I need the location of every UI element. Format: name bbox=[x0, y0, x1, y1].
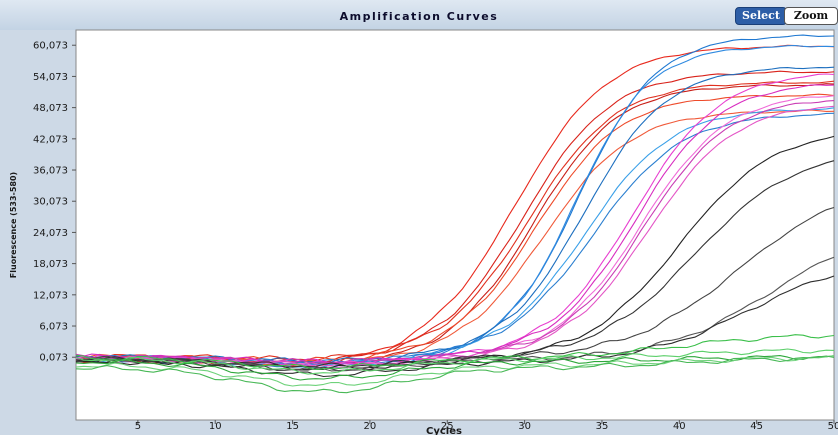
amplification-curve bbox=[75, 334, 835, 371]
y-tick-label: 48,073 bbox=[33, 103, 68, 114]
y-tick-label: 24,073 bbox=[33, 228, 68, 239]
select-button[interactable]: Select bbox=[735, 7, 787, 25]
x-tick-label: 25 bbox=[441, 421, 454, 432]
y-axis-label: Fluorescence (533-580) bbox=[9, 172, 18, 278]
y-tick-label: 0,073 bbox=[39, 353, 68, 364]
amplification-curve bbox=[75, 355, 835, 394]
amplification-curve bbox=[75, 100, 835, 364]
chart-title: Amplification Curves bbox=[339, 10, 499, 23]
x-tick-label: 45 bbox=[750, 421, 763, 432]
x-tick-label: 35 bbox=[596, 421, 609, 432]
x-axis-ticks: 5 10 15 20 25 30 35 40 45 50 bbox=[135, 420, 838, 432]
x-axis-label: Cycles bbox=[426, 426, 462, 435]
amplification-curve bbox=[75, 70, 835, 364]
series-lines bbox=[75, 34, 835, 394]
amplification-curve bbox=[75, 355, 835, 387]
y-tick-label: 30,073 bbox=[33, 197, 68, 208]
chart-title-bar: Amplification Curves Select Zoom bbox=[0, 0, 838, 30]
x-tick-label: 20 bbox=[364, 421, 377, 432]
y-tick-label: 6,073 bbox=[39, 322, 68, 333]
amplification-curve bbox=[75, 80, 835, 361]
y-tick-label: 18,073 bbox=[33, 259, 68, 270]
y-tick-label: 42,073 bbox=[33, 134, 68, 145]
x-tick-label: 30 bbox=[518, 421, 531, 432]
zoom-button[interactable]: Zoom bbox=[784, 7, 838, 25]
x-tick-label: 40 bbox=[673, 421, 686, 432]
x-tick-label: 10 bbox=[209, 421, 222, 432]
y-tick-label: 54,073 bbox=[33, 72, 68, 83]
y-tick-label: 12,073 bbox=[33, 290, 68, 301]
amplification-curve bbox=[75, 355, 835, 381]
y-tick-label: 36,073 bbox=[33, 166, 68, 177]
x-tick-label: 5 bbox=[135, 421, 141, 432]
y-axis-ticks: 0,073 6,073 12,073 18,073 24,073 30,073 36,073… bbox=[33, 41, 76, 364]
amplification-curve bbox=[75, 348, 835, 375]
amplification-curve bbox=[75, 109, 835, 366]
x-tick-label: 50 bbox=[828, 421, 838, 432]
x-tick-label: 15 bbox=[286, 421, 299, 432]
amplification-curve bbox=[75, 206, 835, 372]
y-tick-label: 60,073 bbox=[33, 41, 68, 52]
